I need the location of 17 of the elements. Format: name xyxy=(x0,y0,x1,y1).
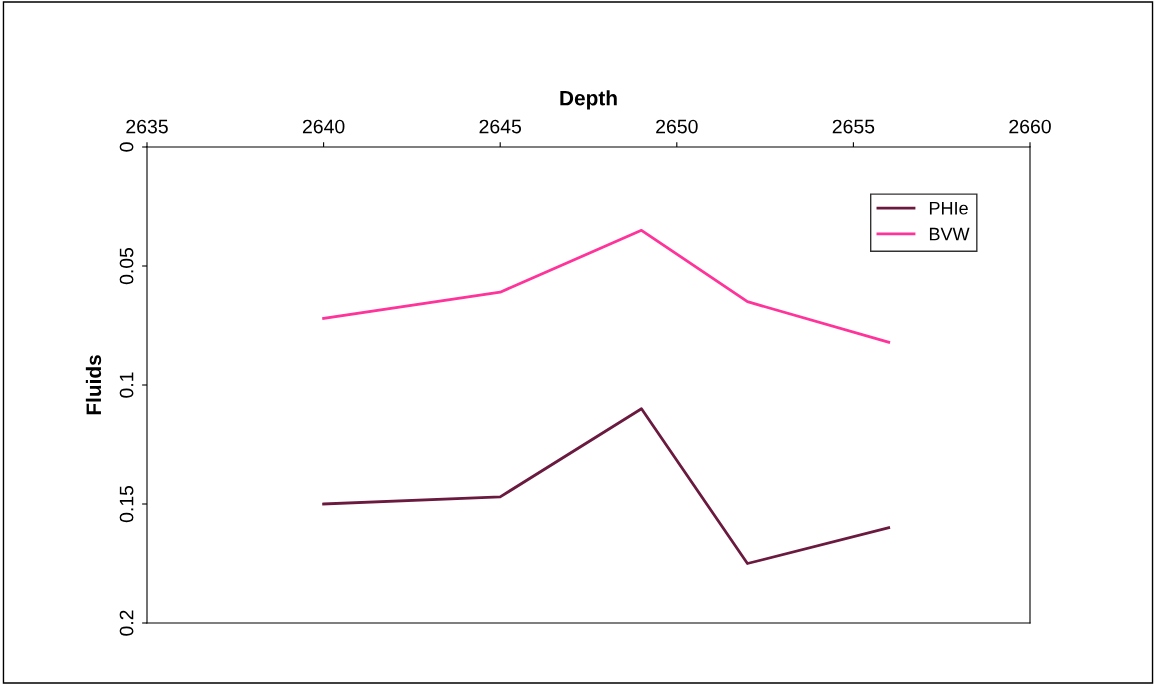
line-series xyxy=(322,407,891,565)
y-tick-label: 0.05 xyxy=(119,247,134,285)
x-tick-label: 2660 xyxy=(1009,119,1051,134)
line-series xyxy=(322,228,891,344)
y-tick-label: 0.15 xyxy=(119,485,134,523)
y-axis-title: Fluids xyxy=(85,355,102,415)
x-tick-label: 2650 xyxy=(656,119,698,134)
x-tick-label: 2635 xyxy=(126,119,168,134)
x-axis-title: Depth xyxy=(560,90,617,110)
x-tick-label: 2645 xyxy=(479,119,522,134)
x-tick-label: 2640 xyxy=(302,119,345,134)
y-tick-label: 0.2 xyxy=(119,610,134,636)
y-tick-label: 0.1 xyxy=(119,372,134,398)
x-tick-label: 2655 xyxy=(832,119,875,134)
legend-label: BVW xyxy=(929,227,970,241)
legend-label: PHIe xyxy=(929,201,968,215)
y-tick-label: 0 xyxy=(119,142,134,152)
